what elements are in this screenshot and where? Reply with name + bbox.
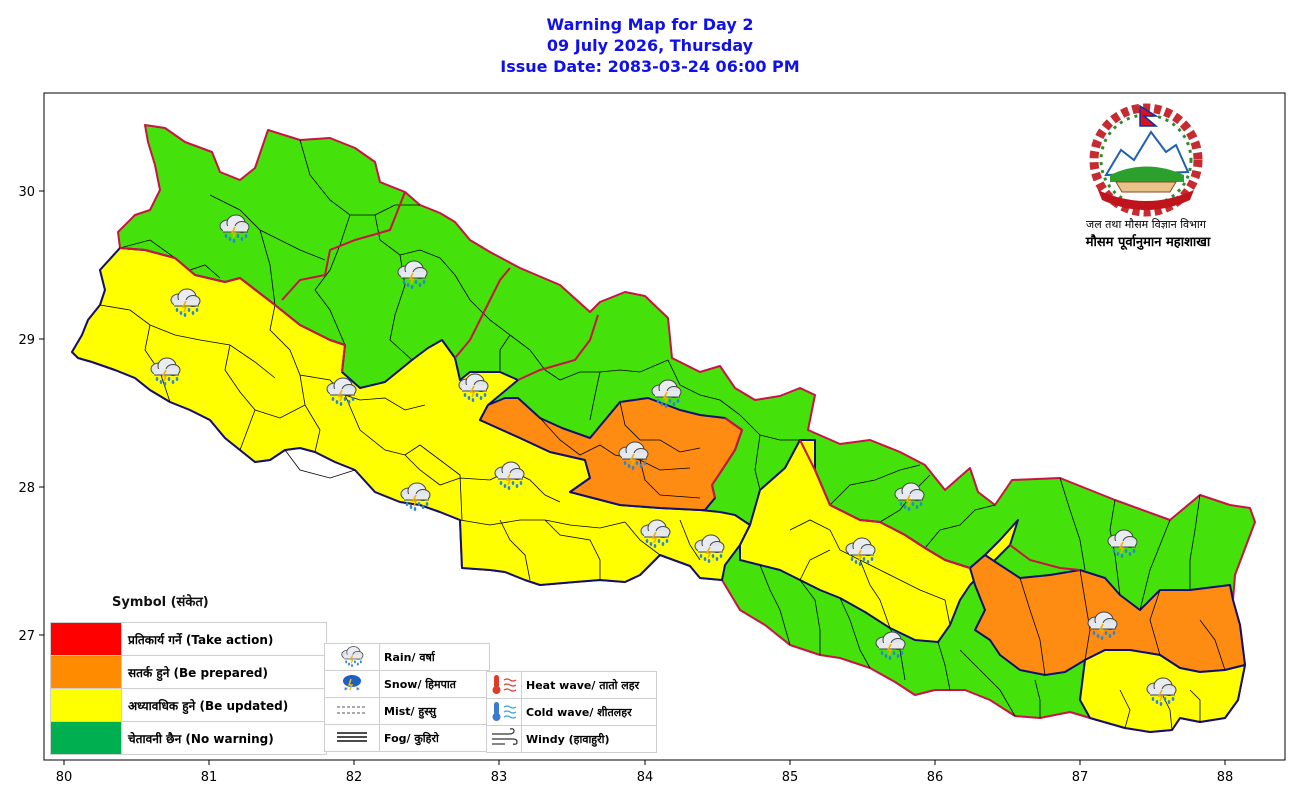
- swatch-red: [50, 622, 122, 656]
- legend-label: Windy (हावाहुरी): [521, 725, 657, 753]
- x-tick-82: 82: [346, 770, 363, 785]
- weather-legend: Rain/ वर्षा * * Snow/ हिमपात Mist/ हुस्सु…: [324, 643, 490, 752]
- cold-wave-icon: [486, 698, 522, 726]
- legend-label: प्रतिकार्य गर्ने (Take action): [121, 622, 327, 656]
- snow-icon: * *: [324, 670, 380, 698]
- map-title: Warning Map for Day 2: [546, 15, 754, 34]
- legend-row-take-action: प्रतिकार्य गर्ने (Take action): [50, 622, 327, 656]
- x-tick-80: 80: [56, 770, 73, 785]
- x-tick-81: 81: [201, 770, 218, 785]
- legend-label: चेतावनी छैन (No warning): [121, 721, 327, 755]
- x-tick-85: 85: [782, 770, 799, 785]
- rain-icon: [324, 643, 380, 671]
- legend-label: अध्यावधिक हुने (Be updated): [121, 688, 327, 722]
- temperature-legend: Heat wave/ तातो लहर Cold wave/ शीतलहर Wi…: [486, 671, 657, 753]
- agency-division: मौसम पूर्वानुमान महाशाखा: [1085, 234, 1211, 250]
- x-tick-87: 87: [1072, 770, 1089, 785]
- legend-label: Mist/ हुस्सु: [379, 697, 490, 725]
- legend-label: Rain/ वर्षा: [379, 643, 490, 671]
- legend-label: सतर्क हुने (Be prepared): [121, 655, 327, 689]
- y-tick-30: 30: [18, 185, 35, 200]
- severity-legend: प्रतिकार्य गर्ने (Take action) सतर्क हुन…: [50, 622, 327, 755]
- y-tick-27: 27: [18, 629, 35, 644]
- legend-label: Snow/ हिमपात: [379, 670, 490, 698]
- swatch-orange: [50, 655, 122, 689]
- swatch-green: [50, 721, 122, 755]
- x-tick-83: 83: [491, 770, 508, 785]
- legend-row-be-updated: अध्यावधिक हुने (Be updated): [50, 688, 327, 722]
- axis-ticks: [39, 190, 1226, 765]
- swatch-yellow: [50, 688, 122, 722]
- windy-icon: [486, 725, 522, 753]
- legend-row-be-prepared: सतर्क हुने (Be prepared): [50, 655, 327, 689]
- heat-wave-icon: [486, 671, 522, 699]
- legend-title: Symbol (संकेत): [112, 595, 209, 610]
- legend-row-no-warning: चेतावनी छैन (No warning): [50, 721, 327, 755]
- svg-text:*: *: [356, 686, 360, 693]
- x-tick-84: 84: [637, 770, 654, 785]
- province-borders: [119, 191, 1081, 571]
- y-tick-29: 29: [18, 333, 35, 348]
- government-emblem: [1089, 103, 1203, 217]
- forecast-date: 09 July 2026, Thursday: [546, 36, 754, 55]
- agency-department: जल तथा मौसम विज्ञान विभाग: [1086, 218, 1207, 231]
- legend-label: Fog/ कुहिरो: [379, 724, 490, 752]
- issue-date: Issue Date: 2083-03-24 06:00 PM: [500, 57, 800, 76]
- x-tick-88: 88: [1217, 770, 1234, 785]
- district-borders: [99, 139, 1226, 731]
- mist-icon: [324, 697, 380, 725]
- fog-icon: [324, 724, 380, 752]
- y-tick-28: 28: [18, 481, 35, 496]
- x-tick-86: 86: [927, 770, 944, 785]
- svg-text:*: *: [344, 686, 348, 693]
- legend-label: Heat wave/ तातो लहर: [521, 671, 657, 699]
- legend-label: Cold wave/ शीतलहर: [521, 698, 657, 726]
